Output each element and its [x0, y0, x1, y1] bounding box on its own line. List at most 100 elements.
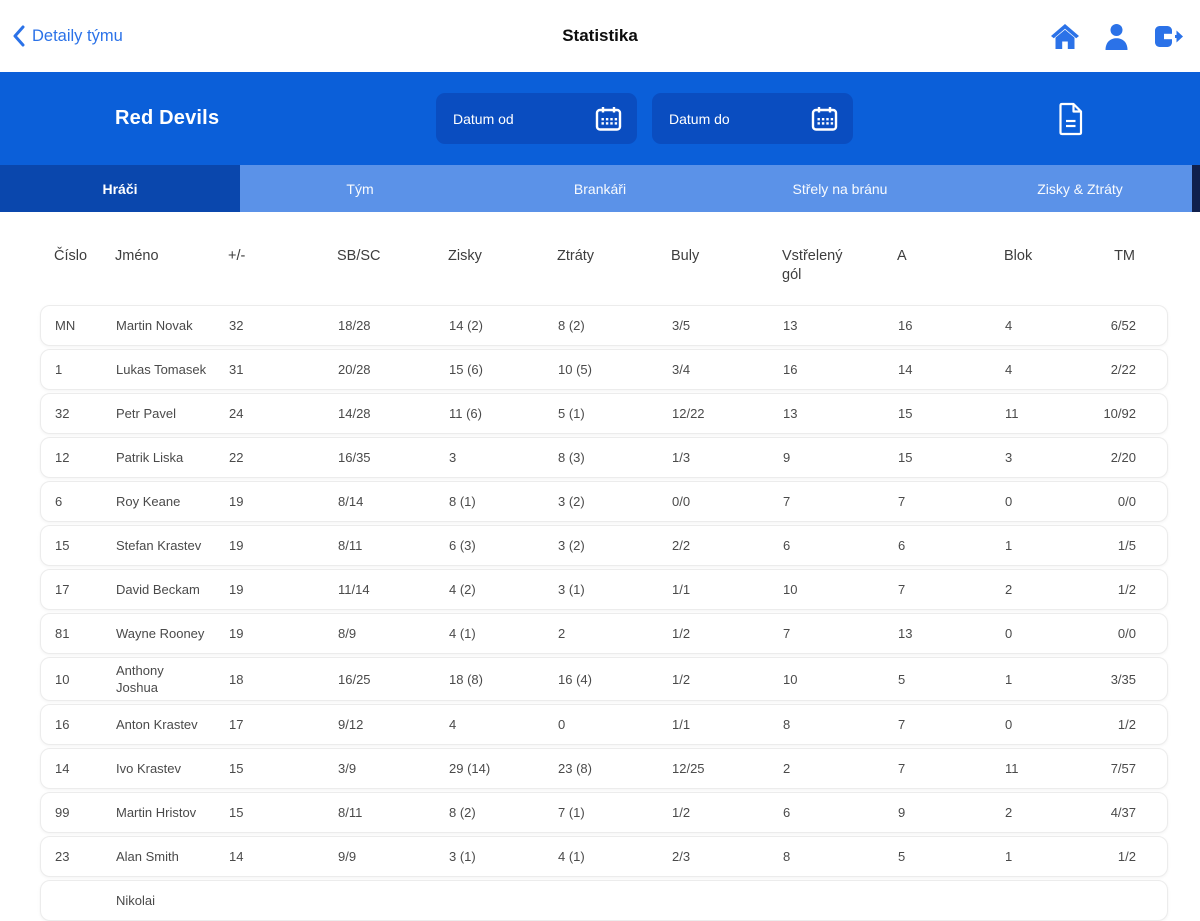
cell-vstreleny-gol: 2 [783, 761, 791, 776]
cell-buly: 1/1 [672, 582, 691, 597]
cell-a: 6 [898, 538, 906, 553]
cell-ztraty: 0 [558, 717, 566, 732]
export-report-button[interactable] [1048, 97, 1092, 141]
cell-ztraty: 5 (1) [558, 406, 585, 421]
cell-plus-minus: 19 [229, 582, 244, 597]
logout-button[interactable] [1153, 24, 1184, 49]
cell-ztraty: 4 (1) [558, 849, 585, 864]
tab-strely-na-branu[interactable]: Střely na bránu [792, 180, 888, 197]
column-header: Ztráty [557, 248, 595, 264]
cell-zisky: 3 [449, 450, 457, 465]
cell-plus-minus: 32 [229, 318, 244, 333]
cell-tm: 10/92 [1103, 406, 1136, 421]
cell-number: 17 [55, 582, 70, 597]
table-row[interactable]: MN Martin Novak 32 18/28 14 (2) 8 (2) 3/5 13 16 4… [40, 305, 1168, 346]
cell-name: Petr Pavel [116, 406, 176, 421]
cell-blok: 3 [1005, 450, 1013, 465]
table-row[interactable]: 12 Patrik Liska 22 16/35 3 8 (3) 1/3 9 15 3 2/20 [40, 437, 1168, 478]
table-rows: MN Martin Novak 32 18/28 14 (2) 8 (2) 3/5 13 16 4… [0, 305, 1200, 921]
column-header: Jméno [115, 248, 159, 264]
team-name: Red Devils [115, 107, 220, 129]
team-header: Red Devils Datum od Datum do [0, 72, 1200, 165]
cell-vstreleny-gol: 7 [783, 494, 791, 509]
cell-a: 5 [898, 671, 906, 687]
cell-ztraty: 8 (2) [558, 318, 585, 333]
table-row[interactable]: 17 David Beckam 19 11/14 4 (2) 3 (1) 1/1 10 7 2 1/… [40, 569, 1168, 610]
chevron-left-icon [12, 25, 25, 47]
cell-blok: 2 [1005, 805, 1013, 820]
cell-number: MN [55, 318, 76, 333]
tab-scrollbar[interactable] [1192, 165, 1200, 212]
table-row[interactable]: 14 Ivo Krastev 15 3/9 29 (14) 23 (8) 12/25 2 7 11… [40, 748, 1168, 789]
home-button[interactable] [1050, 23, 1080, 50]
cell-sbsc: 8/11 [338, 538, 363, 553]
cell-vstreleny-gol: 6 [783, 805, 791, 820]
cell-ztraty: 7 (1) [558, 805, 585, 820]
cell-ztraty: 3 (2) [558, 538, 585, 553]
table-row[interactable]: 1 Lukas Tomasek 31 20/28 15 (6) 10 (5) 3/4 16 14… [40, 349, 1168, 390]
cell-name: Anton Krastev [116, 717, 198, 732]
cell-blok: 0 [1005, 626, 1013, 641]
cell-vstreleny-gol: 6 [783, 538, 791, 553]
back-button[interactable]: Detaily týmu [12, 0, 123, 72]
table-row[interactable]: 6 Roy Keane 19 8/14 8 (1) 3 (2) 0/0 7 7 0 0/0 [40, 481, 1168, 522]
table-row[interactable]: 10 Anthony Joshua 18 16/25 18 (8) 16 (4) 1/2 10… [40, 657, 1168, 701]
cell-zisky: 18 (8) [449, 671, 483, 687]
person-icon [1104, 23, 1129, 50]
cell-number: 1 [55, 362, 63, 377]
date-from-field[interactable]: Datum od [436, 93, 637, 144]
table-row[interactable]: 32 Petr Pavel 24 14/28 11 (6) 5 (1) 12/22 13 15 1… [40, 393, 1168, 434]
cell-number: 81 [55, 626, 70, 641]
cell-name: Patrik Liska [116, 450, 184, 465]
cell-a: 7 [898, 582, 906, 597]
logout-icon [1153, 24, 1184, 49]
cell-zisky: 4 (2) [449, 582, 476, 597]
cell-a: 7 [898, 761, 906, 776]
tab-bar: Hráči Tým Brankáři Střely na bránu Zisky & Z… [0, 165, 1200, 212]
column-header: TM [1114, 248, 1135, 264]
table-row-partial[interactable]: Nikolai [40, 880, 1168, 921]
table-row[interactable]: 99 Martin Hristov 15 8/11 8 (2) 7 (1) 1/2 6 9 2 4/… [40, 792, 1168, 833]
cell-tm: 4/37 [1110, 805, 1136, 820]
table-row[interactable]: 23 Alan Smith 14 9/9 3 (1) 4 (1) 2/3 8 5 1 1/2 [40, 836, 1168, 877]
profile-button[interactable] [1104, 23, 1129, 50]
cell-vstreleny-gol: 8 [783, 717, 791, 732]
calendar-icon [595, 106, 622, 131]
cell-plus-minus: 15 [229, 805, 244, 820]
cell-blok: 1 [1005, 671, 1013, 687]
cell-name: Wayne Rooney [116, 626, 205, 641]
tab-hraci[interactable]: Hráči [0, 165, 240, 212]
tab-brankari[interactable]: Brankáři [573, 180, 627, 197]
cell-plus-minus: 17 [229, 717, 244, 732]
cell-sbsc: 8/9 [338, 626, 357, 641]
cell-name: Lukas Tomasek [116, 362, 207, 377]
date-to-field[interactable]: Datum do [652, 93, 853, 144]
column-header: +/- [228, 248, 246, 264]
cell-plus-minus: 19 [229, 626, 244, 641]
cell-tm: 0/0 [1117, 626, 1136, 641]
table-header-row: Číslo Jméno +/- SB/SC Zisky Ztráty Buly Vstřele… [40, 247, 1168, 285]
table-row[interactable]: 16 Anton Krastev 17 9/12 4 0 1/1 8 7 0 1/2 [40, 704, 1168, 745]
cell-blok: 11 [1005, 406, 1019, 421]
cell-name: David Beckam [116, 582, 200, 597]
cell-plus-minus: 31 [229, 362, 244, 377]
cell-a: 15 [898, 450, 913, 465]
cell-zisky: 4 [449, 717, 457, 732]
tab-zisky-a-ztraty[interactable]: Zisky & Ztráty [1037, 180, 1123, 197]
cell-ztraty: 23 (8) [558, 761, 592, 776]
cell-tm: 0/0 [1117, 494, 1136, 509]
table-row[interactable]: 15 Stefan Krastev 19 8/11 6 (3) 3 (2) 2/2 6 6 1 1/… [40, 525, 1168, 566]
cell-number: 23 [55, 849, 70, 864]
cell-sbsc: 16/35 [338, 450, 371, 465]
cell-a: 9 [898, 805, 906, 820]
date-to-label: Datum do [669, 110, 730, 127]
cell-a: 7 [898, 717, 906, 732]
table-row[interactable]: 81 Wayne Rooney 19 8/9 4 (1) 2 1/2 7 13 0 0/0 [40, 613, 1168, 654]
cell-number: 99 [55, 805, 70, 820]
cell-buly: 1/1 [672, 717, 691, 732]
tab-tym[interactable]: Tým [346, 180, 374, 197]
cell-sbsc: 9/9 [338, 849, 357, 864]
cell-ztraty: 2 [558, 626, 566, 641]
cell-tm: 7/57 [1110, 761, 1136, 776]
cell-tm: 2/22 [1110, 362, 1136, 377]
